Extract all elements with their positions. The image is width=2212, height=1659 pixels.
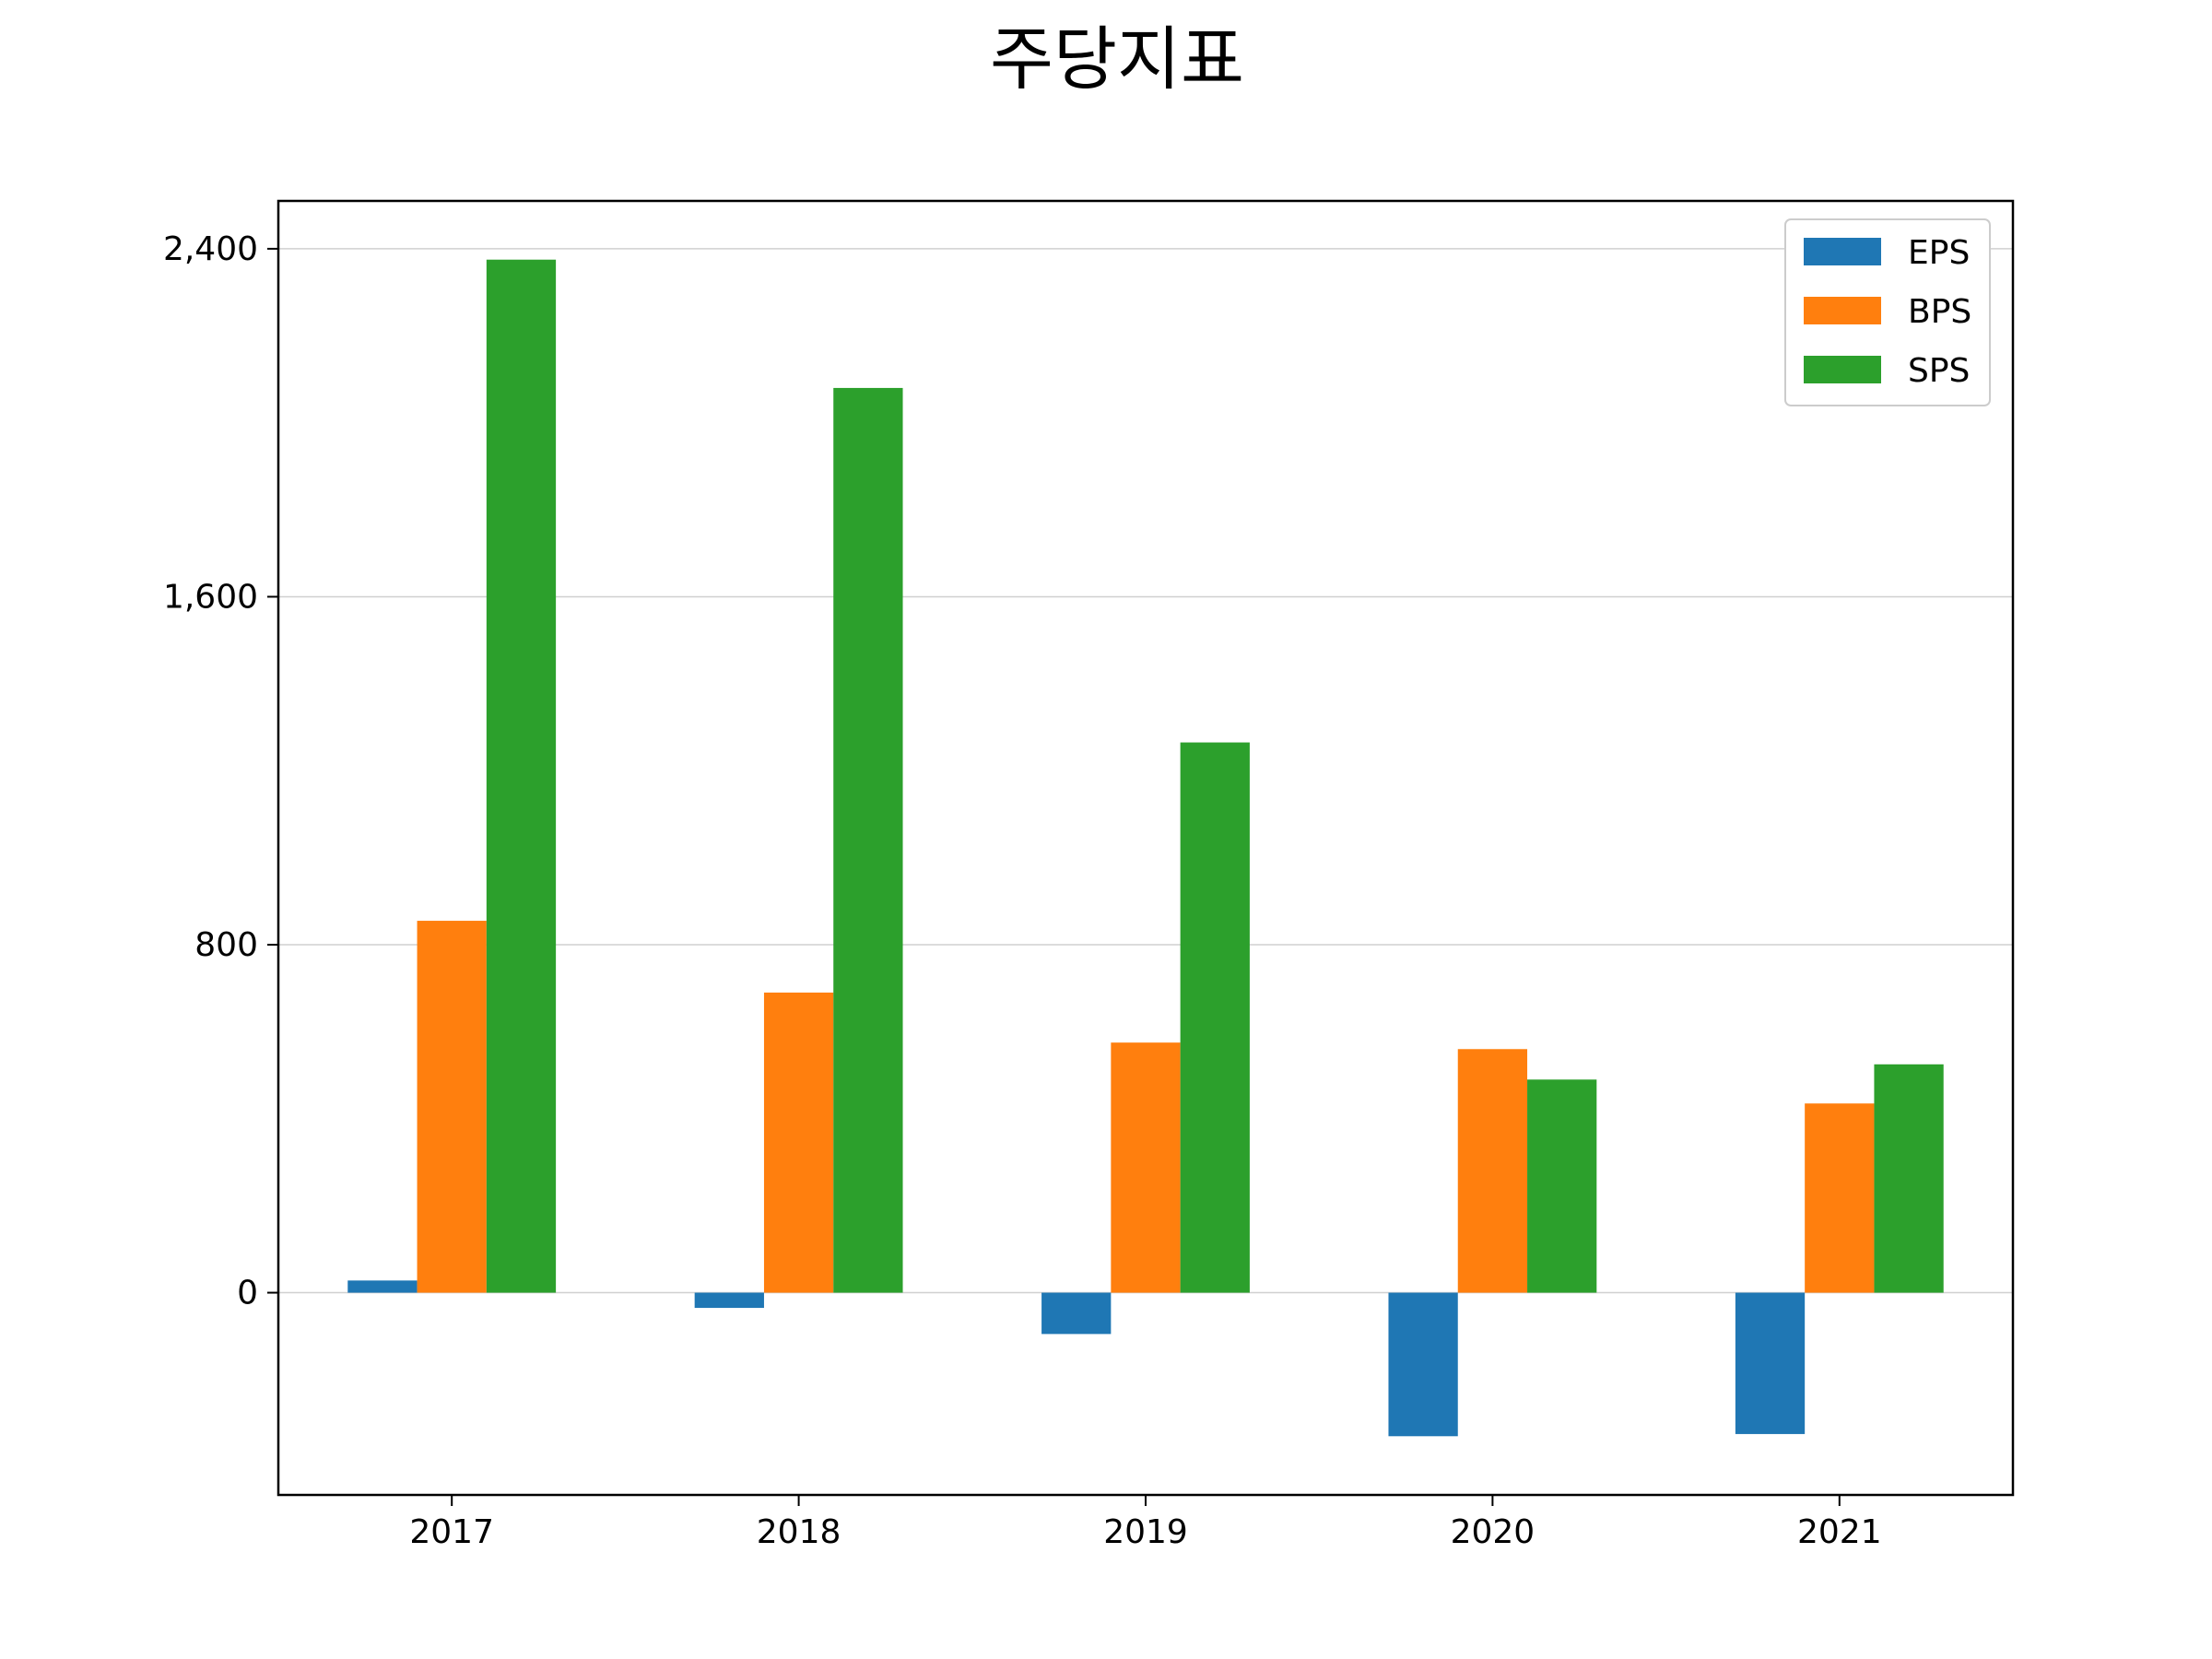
x-tick-label: 2019 — [1103, 1513, 1188, 1551]
bar-bps-2021 — [1805, 1103, 1875, 1293]
y-tick-label: 2,400 — [163, 230, 258, 268]
x-tick-label: 2021 — [1797, 1513, 1882, 1551]
y-tick-label: 1,600 — [163, 578, 258, 616]
legend-label-eps: EPS — [1908, 234, 1970, 272]
x-tick-label: 2020 — [1451, 1513, 1535, 1551]
y-tick-label: 0 — [237, 1275, 258, 1312]
bar-bps-2020 — [1457, 1049, 1528, 1293]
bar-sps-2021 — [1874, 1064, 1944, 1293]
x-tick-label: 2017 — [409, 1513, 494, 1551]
legend: EPS BPS SPS — [1784, 218, 1991, 406]
bar-eps-2019 — [1041, 1292, 1112, 1335]
bar-sps-2020 — [1527, 1079, 1597, 1293]
bar-sps-2019 — [1180, 742, 1250, 1293]
bar-bps-2019 — [1111, 1042, 1181, 1293]
chart-title: 주당지표 — [990, 18, 1244, 100]
bar-eps-2018 — [694, 1292, 764, 1309]
x-tick-label: 2018 — [757, 1513, 841, 1551]
legend-swatch-sps — [1804, 356, 1881, 383]
axes: 0 800 1,600 2,400 2017 2018 2019 2020 2021 — [163, 230, 1882, 1551]
bar-sps-2018 — [833, 387, 903, 1293]
legend-label-sps: SPS — [1908, 352, 1970, 390]
bar-eps-2021 — [1735, 1292, 1806, 1434]
bar-eps-2017 — [347, 1280, 418, 1293]
legend-swatch-bps — [1804, 297, 1881, 324]
legend-swatch-eps — [1804, 238, 1881, 265]
bar-bps-2017 — [417, 921, 487, 1293]
legend-label-bps: BPS — [1908, 293, 1971, 331]
bar-sps-2017 — [486, 259, 557, 1293]
bar-eps-2020 — [1388, 1292, 1458, 1437]
bars — [347, 259, 1944, 1437]
bar-bps-2018 — [763, 992, 834, 1293]
y-tick-label: 800 — [194, 926, 258, 964]
